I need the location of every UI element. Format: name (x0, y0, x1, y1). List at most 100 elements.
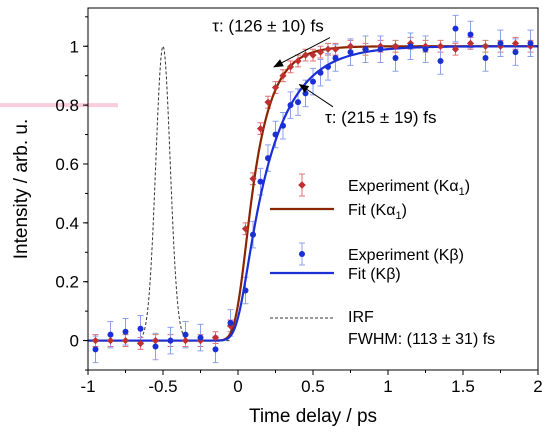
legend-label-main: Experiment (Kβ) (348, 247, 464, 264)
data-point-kb (250, 231, 256, 238)
data-point-kb (212, 346, 219, 353)
data-point-kb (182, 331, 189, 338)
legend-label-main: Fit (Kβ) (348, 266, 401, 283)
legend-label: Experiment (Kα1) (348, 178, 470, 198)
data-point-kb (407, 43, 414, 50)
data-point-kb (452, 25, 459, 32)
data-point-kb (152, 343, 159, 350)
data-point-ka (241, 225, 250, 233)
data-point-kb (167, 337, 174, 344)
x-tick-label: -0.5 (148, 377, 177, 396)
legend-label-main: Experiment (Kα (348, 178, 459, 195)
data-point-ka (121, 336, 130, 345)
data-point-ka (331, 45, 340, 53)
data-point-ka (301, 51, 310, 59)
data-point-kb (332, 55, 339, 62)
data-point-ka (436, 42, 445, 50)
x-axis-label: Time delay / ps (249, 406, 377, 427)
legend-label: Fit (Kα1) (348, 202, 407, 222)
data-point-kb (287, 102, 294, 109)
annotations: τ: (126 ± 10) fs τ: (215 ± 19) fs (212, 17, 436, 127)
y-tick-label: 0 (70, 332, 79, 351)
data-point-kb (437, 57, 444, 64)
data-point-kb (497, 40, 504, 47)
data-point-kb (422, 46, 429, 53)
data-point-layer (91, 25, 535, 353)
data-point-ka (346, 42, 355, 50)
data-point-kb (257, 178, 264, 185)
data-point-ka (136, 339, 145, 348)
annotation-arrow (273, 37, 331, 68)
fit-line-kb (88, 45, 538, 342)
data-point-ka (271, 83, 280, 92)
data-point-ka (511, 39, 520, 47)
data-point-ka (286, 63, 295, 71)
legend-label-main: Fit (Kα (348, 202, 395, 219)
y-tick-label: 0.4 (55, 214, 79, 233)
data-point-kb (137, 325, 144, 332)
data-point-ka (211, 334, 220, 342)
legend-label: IRF (348, 309, 374, 326)
data-point-kb (280, 122, 286, 129)
x-tick-label: 0 (233, 377, 242, 396)
data-point-kb (227, 319, 234, 326)
data-point-kb (272, 131, 279, 138)
annotation-text: τ: (215 ± 19) fs (325, 108, 436, 127)
data-point-kb (265, 155, 271, 162)
data-point-ka (481, 42, 490, 50)
x-tick-label: 1.5 (451, 377, 475, 396)
x-tick-label: 0.5 (301, 377, 325, 396)
data-point-kb (295, 99, 301, 106)
irf-layer (95, 45, 231, 342)
data-point-kb (347, 49, 354, 56)
data-point-ka (309, 51, 317, 59)
data-point-kb (482, 55, 489, 62)
irf-line (95, 45, 231, 342)
data-point-ka (324, 45, 332, 53)
highlight-band (0, 103, 118, 108)
annotation-text: τ: (126 ± 10) fs (212, 17, 323, 36)
data-point-kb (197, 334, 204, 341)
data-point-kb (317, 69, 324, 76)
y-tick-label: 0.6 (55, 155, 79, 174)
data-point-ka (249, 175, 257, 183)
data-point-kb (242, 287, 249, 294)
legend-label-close: ) (465, 178, 470, 195)
data-point-kb (362, 46, 369, 53)
data-point-kb (512, 49, 519, 56)
x-tick-label: 1 (383, 377, 392, 396)
data-point-ka (151, 336, 160, 345)
data-point-ka (106, 336, 115, 345)
data-point-ka (264, 98, 272, 106)
data-point-kb (377, 46, 384, 53)
data-point-ka (279, 72, 287, 80)
axes: -1 -0.5 0 0.5 1 1.5 2 0 0.2 0.4 0.6 0.8 1 Time delay … (11, 7, 543, 427)
y-tick-label: 1 (70, 37, 79, 56)
legend-label-main: IRF (348, 309, 374, 326)
data-point-kb (527, 40, 534, 47)
data-point-kb (310, 78, 316, 85)
data-point-ka (466, 39, 475, 47)
data-point-kb (122, 328, 129, 335)
legend-label-subscript: 1 (459, 186, 465, 198)
x-tick-label: -1 (80, 377, 95, 396)
data-point-ka (316, 48, 325, 56)
data-point-kb (325, 63, 331, 70)
highlight-band-layer (0, 103, 118, 108)
legend-label: Fit (Kβ) (348, 266, 401, 283)
data-point-kb (107, 331, 114, 338)
y-axis-label: Intensity / arb. u. (11, 119, 32, 259)
legend-irf-fwhm: FWHM: (113 ± 31) fs (348, 331, 495, 348)
y-tick-label: 0.8 (55, 96, 79, 115)
legend-marker-ka (298, 181, 306, 189)
legend-label: Experiment (Kβ) (348, 247, 464, 264)
data-point-ka (451, 45, 460, 53)
data-point-ka (256, 125, 265, 133)
plot-frame (87, 7, 539, 371)
data-point-kb (302, 90, 309, 97)
x-tick-label: 2 (533, 377, 542, 396)
annotation-arrow (298, 83, 334, 108)
legend-marker-kb (299, 251, 305, 257)
data-point-kb (392, 55, 399, 62)
